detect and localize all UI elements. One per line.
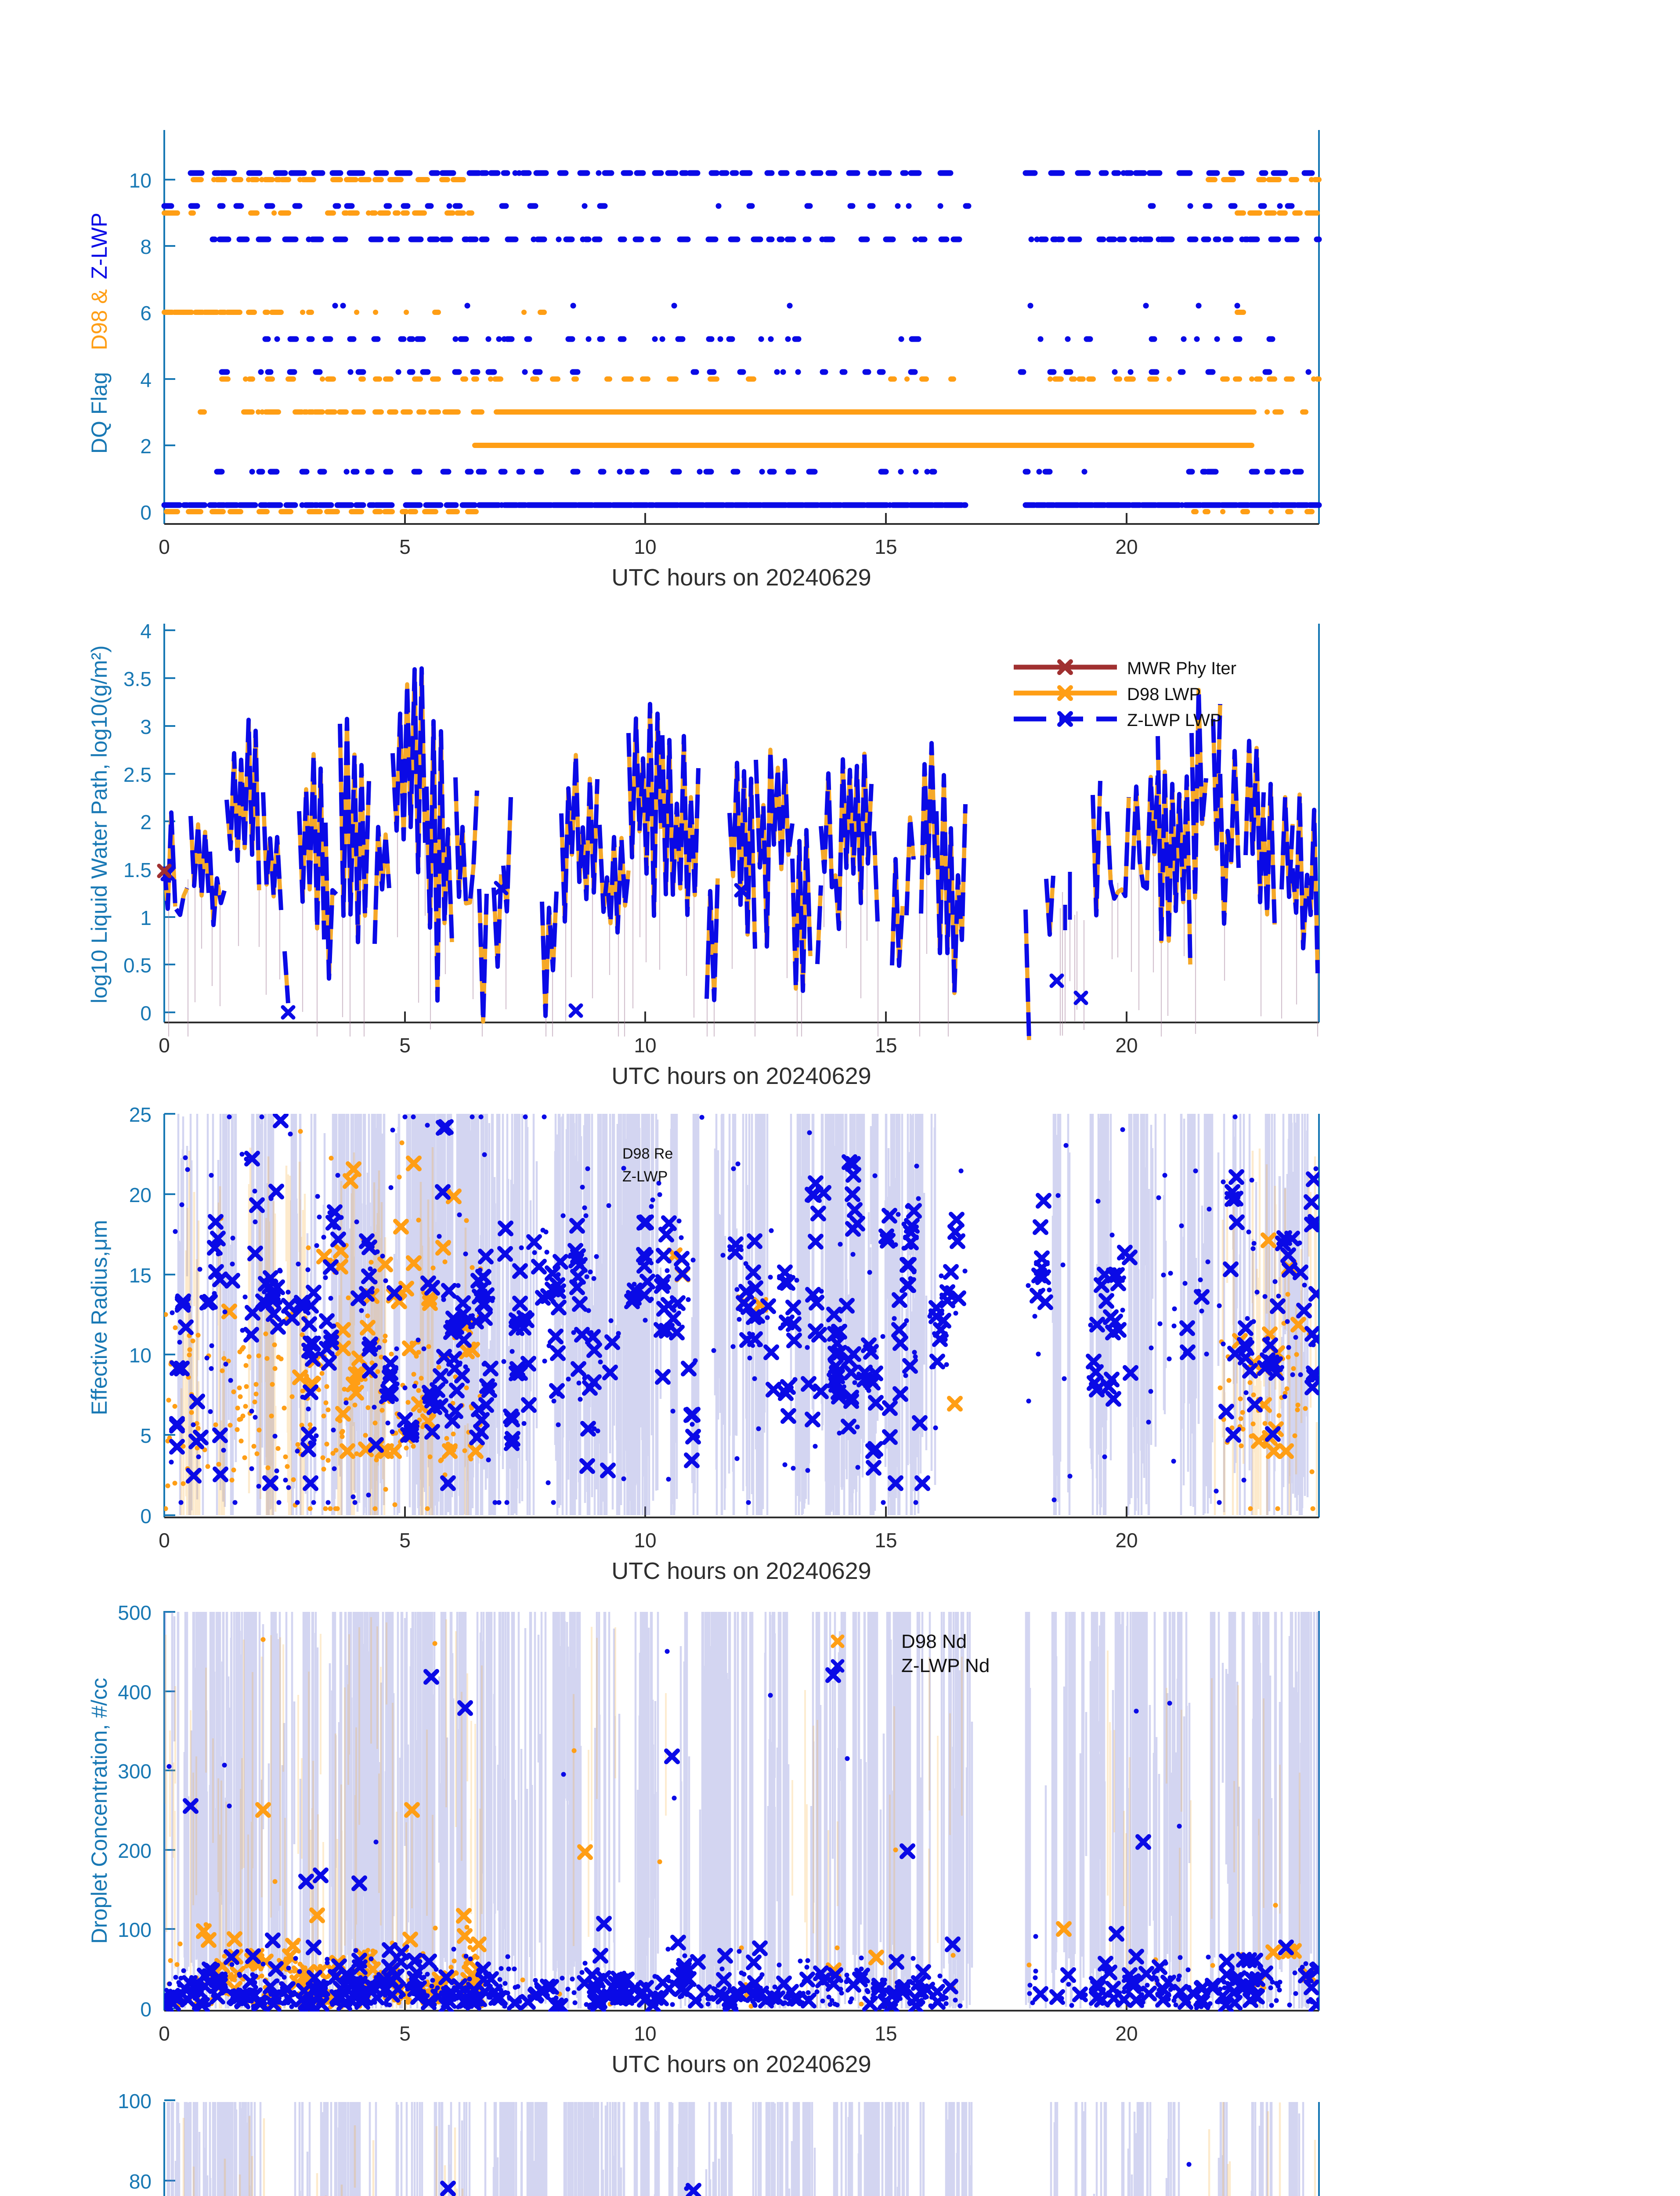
svg-text:0: 0 <box>159 1529 170 1552</box>
svg-text:MWR Phy Iter: MWR Phy Iter <box>1127 659 1236 678</box>
svg-text:D98 Nd: D98 Nd <box>901 1631 967 1652</box>
svg-text:10: 10 <box>129 1344 152 1367</box>
svg-text:D98 Re: D98 Re <box>622 1145 673 1162</box>
svg-text:Effective Radius,μm: Effective Radius,μm <box>87 1220 112 1416</box>
svg-text:5: 5 <box>399 535 411 558</box>
svg-text:Droplet Concentration, #/cc: Droplet Concentration, #/cc <box>87 1678 112 1944</box>
svg-text:2: 2 <box>140 811 152 834</box>
svg-text:UTC hours on 20240629: UTC hours on 20240629 <box>611 2051 871 2077</box>
svg-text:15: 15 <box>129 1264 152 1287</box>
svg-text:20: 20 <box>1115 1034 1138 1057</box>
svg-text:5: 5 <box>399 2022 411 2045</box>
svg-text:5: 5 <box>399 1529 411 1552</box>
svg-text:15: 15 <box>874 535 897 558</box>
svg-text:8: 8 <box>140 235 152 258</box>
svg-text:100: 100 <box>118 1918 152 1941</box>
svg-text:0: 0 <box>159 1034 170 1057</box>
svg-text:2.5: 2.5 <box>123 763 152 786</box>
svg-text:log10 Liquid Water Path, log10: log10 Liquid Water Path, log10(g/m²) <box>87 645 112 1003</box>
svg-text:15: 15 <box>874 1529 897 1552</box>
svg-text:15: 15 <box>874 1034 897 1057</box>
svg-text:20: 20 <box>1115 535 1138 558</box>
svg-text:5: 5 <box>140 1424 152 1447</box>
svg-text:Z-LWP: Z-LWP <box>87 213 112 279</box>
svg-text:10: 10 <box>634 2022 656 2045</box>
svg-text:10: 10 <box>634 535 656 558</box>
svg-text:10: 10 <box>634 1529 656 1552</box>
svg-text:80: 80 <box>129 2170 152 2193</box>
svg-text:Z-LWP: Z-LWP <box>622 1168 668 1185</box>
svg-text:2: 2 <box>140 435 152 458</box>
svg-text:15: 15 <box>874 2022 897 2045</box>
svg-text:500: 500 <box>118 1601 152 1624</box>
svg-text:10: 10 <box>129 169 152 192</box>
svg-text:0: 0 <box>140 1505 152 1528</box>
svg-text:0: 0 <box>140 501 152 524</box>
svg-text:Z-LWP Nd: Z-LWP Nd <box>901 1655 990 1676</box>
svg-text:0: 0 <box>159 535 170 558</box>
svg-text:D98 LWP: D98 LWP <box>1127 685 1201 704</box>
svg-text:300: 300 <box>118 1760 152 1783</box>
svg-text:0: 0 <box>159 2022 170 2045</box>
svg-text:20: 20 <box>1115 2022 1138 2045</box>
svg-text:4: 4 <box>140 620 152 643</box>
svg-text:200: 200 <box>118 1839 152 1862</box>
svg-text:UTC hours on 20240629: UTC hours on 20240629 <box>611 564 871 591</box>
svg-text:D98 &: D98 & <box>87 289 112 350</box>
svg-text:UTC hours on 20240629: UTC hours on 20240629 <box>611 1558 871 1584</box>
svg-text:0: 0 <box>140 1002 152 1025</box>
svg-text:400: 400 <box>118 1681 152 1704</box>
svg-text:4: 4 <box>140 368 152 391</box>
svg-text:0.5: 0.5 <box>123 954 152 977</box>
svg-text:1: 1 <box>140 907 152 929</box>
svg-text:DQ Flag: DQ Flag <box>87 372 112 454</box>
svg-text:25: 25 <box>129 1103 152 1126</box>
svg-text:UTC hours on 20240629: UTC hours on 20240629 <box>611 1063 871 1089</box>
svg-text:3: 3 <box>140 715 152 738</box>
svg-text:0: 0 <box>140 1998 152 2021</box>
svg-text:3.5: 3.5 <box>123 668 152 690</box>
svg-text:1.5: 1.5 <box>123 859 152 881</box>
svg-text:6: 6 <box>140 302 152 325</box>
svg-text:20: 20 <box>129 1184 152 1206</box>
svg-text:5: 5 <box>399 1034 411 1057</box>
svg-text:20: 20 <box>1115 1529 1138 1552</box>
svg-text:10: 10 <box>634 1034 656 1057</box>
svg-text:100: 100 <box>118 2090 152 2113</box>
svg-text:Z-LWP LWP: Z-LWP LWP <box>1127 711 1222 730</box>
